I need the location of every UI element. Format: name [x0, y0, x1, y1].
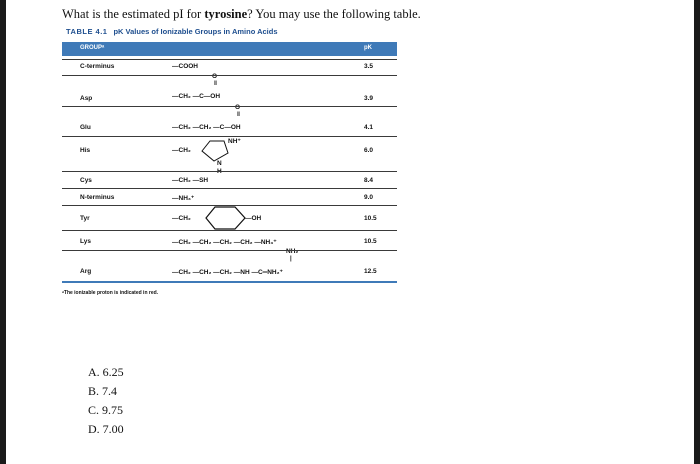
- option-d[interactable]: D. 7.00: [88, 422, 124, 436]
- answer-options: A. 6.25 B. 7.4 C. 9.75 D. 7.00: [88, 365, 124, 441]
- table-footnote: ᵃThe ionizable proton is indicated in re…: [62, 290, 159, 296]
- row-divider: [62, 171, 397, 172]
- glu-double-bond: ‖: [237, 112, 240, 118]
- structure-tyr: —CH₂: [172, 215, 191, 222]
- row-name-tyr: Tyr: [80, 215, 90, 222]
- row-divider: [62, 250, 397, 251]
- table-number: TABLE 4.1: [66, 27, 108, 36]
- question-text: What is the estimated pI for tyrosine? Y…: [62, 7, 421, 21]
- structure-glu: —CH₂ —CH₂ —C—OH: [172, 124, 241, 131]
- table-caption: TABLE 4.1 pK Values of Ionizable Groups i…: [66, 27, 278, 36]
- asp-carbonyl-o: O: [212, 73, 218, 80]
- row-divider: [62, 230, 397, 231]
- structure-arg: —CH₂ —CH₂ —CH₂ —NH —C═NH₂⁺: [172, 269, 283, 276]
- arg-single-bond: |: [290, 256, 292, 262]
- row-pk-n-terminus: 9.0: [364, 194, 374, 201]
- structure-asp: —CH₂ —C—OH: [172, 93, 221, 100]
- header-group: GROUPᵃ: [80, 45, 105, 51]
- left-dark-border: [0, 0, 6, 464]
- structure-c-terminus: —COOH: [172, 63, 198, 70]
- option-c[interactable]: C. 9.75: [88, 403, 124, 417]
- his-ring-n: N: [217, 160, 222, 167]
- row-name-his: His: [80, 147, 91, 154]
- structure-lys: —CH₂ —CH₂ —CH₂ —CH₂ —NH₃⁺: [172, 239, 277, 246]
- arg-nh2: NH₂: [286, 248, 299, 255]
- table-bottom-rule: [62, 281, 397, 283]
- row-name-lys: Lys: [80, 238, 91, 245]
- row-divider: [62, 188, 397, 189]
- row-name-cys: Cys: [80, 177, 92, 184]
- question-bold-term: tyrosine: [204, 7, 248, 21]
- option-b[interactable]: B. 7.4: [88, 384, 118, 398]
- row-pk-lys: 10.5: [364, 238, 377, 245]
- header-pk: pK: [364, 45, 372, 51]
- row-pk-c-terminus: 3.5: [364, 63, 374, 70]
- option-a[interactable]: A. 6.25: [88, 365, 124, 379]
- row-name-glu: Glu: [80, 124, 91, 131]
- structure-cys: —CH₂ —SH: [172, 177, 209, 184]
- row-pk-tyr: 10.5: [364, 215, 377, 222]
- structure-his: —CH₂: [172, 147, 191, 154]
- row-pk-asp: 3.9: [364, 95, 374, 102]
- tyr-hydroxyl: —OH: [245, 215, 262, 222]
- row-divider: [62, 59, 397, 60]
- table-title: pK Values of Ionizable Groups in Amino A…: [113, 27, 278, 36]
- glu-carbonyl-o: O: [235, 104, 241, 111]
- row-name-arg: Arg: [80, 268, 92, 275]
- imidazole-ring-icon: [201, 140, 229, 162]
- row-divider: [62, 205, 397, 206]
- asp-double-bond: ‖: [214, 81, 217, 87]
- row-name-n-terminus: N-terminus: [80, 194, 115, 201]
- table-header-bar: [62, 42, 397, 56]
- row-divider: [62, 136, 397, 137]
- row-divider: [62, 106, 397, 107]
- row-name-c-terminus: C-terminus: [80, 63, 115, 70]
- row-divider: [62, 75, 397, 76]
- row-pk-glu: 4.1: [364, 124, 374, 131]
- row-pk-his: 6.0: [364, 147, 374, 154]
- row-name-asp: Asp: [80, 95, 93, 102]
- his-nh-plus: NH⁺: [228, 138, 241, 145]
- row-pk-cys: 8.4: [364, 177, 374, 184]
- row-pk-arg: 12.5: [364, 268, 377, 275]
- right-dark-border: [694, 0, 700, 464]
- structure-n-terminus: —NH₃⁺: [172, 195, 195, 202]
- phenol-ring-icon: [205, 206, 246, 230]
